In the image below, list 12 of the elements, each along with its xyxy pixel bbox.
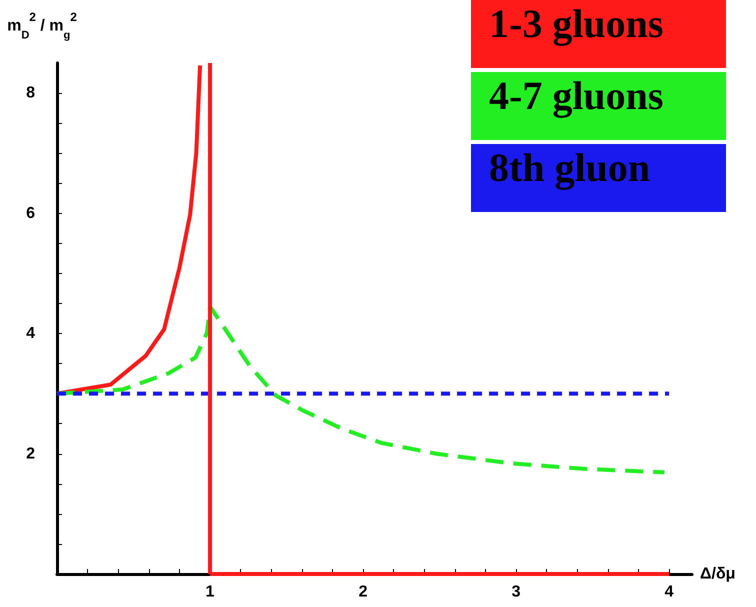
x-axis-title: Δ/δμ [700, 566, 736, 582]
text: 4-7 gluons [471, 72, 726, 140]
y-tick-label: 4 [26, 325, 36, 342]
x-tick-label: 2 [358, 584, 368, 600]
y-tick-label: 2 [26, 445, 36, 462]
y-tick-label: 8 [26, 84, 36, 102]
text: 1-3 gluons [471, 0, 726, 68]
x-tick-label: 3 [512, 584, 521, 600]
x-tick-label: 1 [206, 584, 215, 600]
x-tick-label: 4 [664, 584, 674, 600]
text: 8th gluon [471, 144, 726, 212]
y-tick-label: 6 [26, 204, 36, 222]
